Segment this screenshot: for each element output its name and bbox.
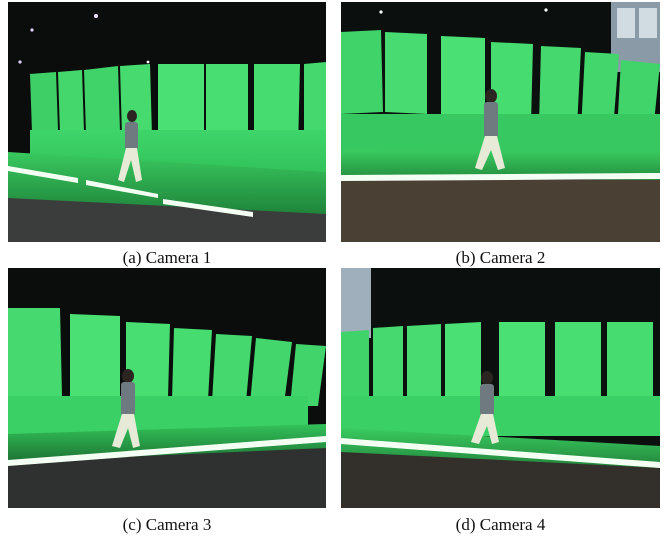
caption-camera-4: (d) Camera 4 — [455, 515, 546, 534]
caption-camera-1: (a) Camera 1 — [122, 248, 212, 267]
camera-2-image — [341, 2, 660, 242]
caption-camera-3: (c) Camera 3 — [122, 515, 212, 534]
camera-4-image — [341, 268, 660, 508]
camera-3-image — [8, 268, 326, 508]
camera-1-image — [8, 2, 326, 242]
caption-camera-2: (b) Camera 2 — [455, 248, 546, 267]
